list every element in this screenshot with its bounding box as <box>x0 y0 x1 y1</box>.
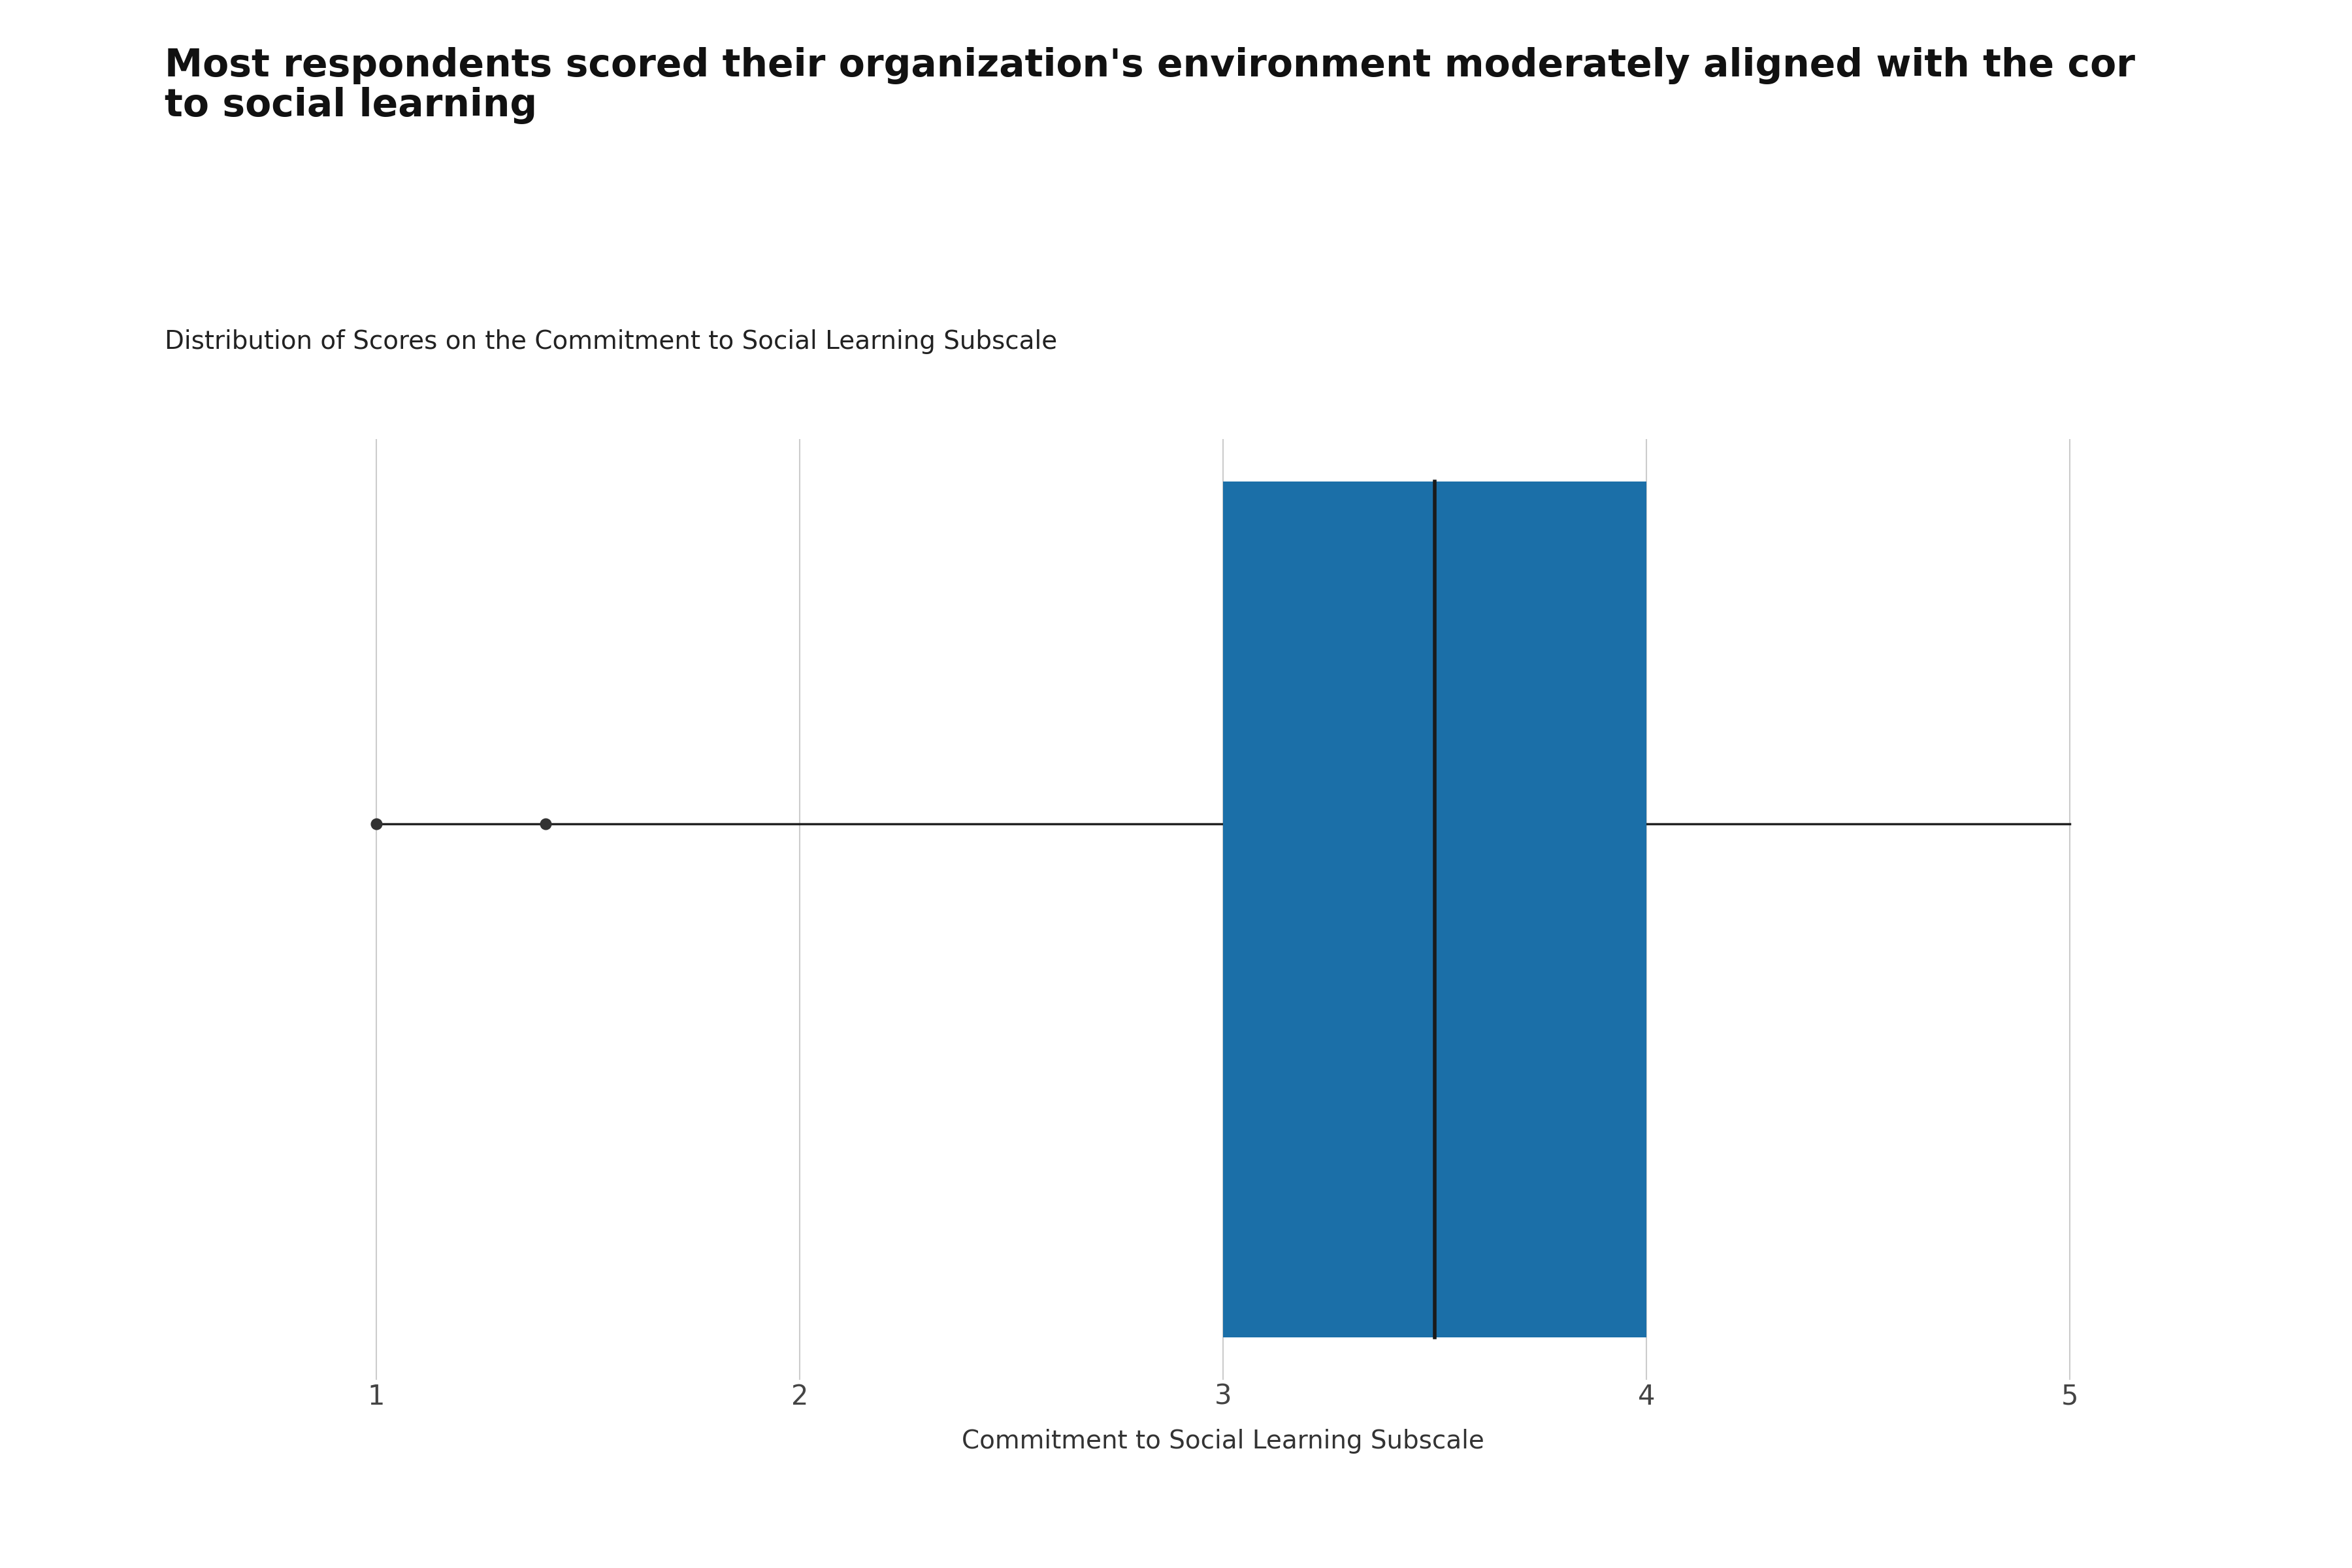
Text: Distribution of Scores on the Commitment to Social Learning Subscale: Distribution of Scores on the Commitment… <box>165 329 1058 354</box>
X-axis label: Commitment to Social Learning Subscale: Commitment to Social Learning Subscale <box>962 1428 1484 1454</box>
Bar <box>1223 481 1646 1338</box>
Text: Most respondents scored their organization's environment moderately aligned with: Most respondents scored their organizati… <box>165 47 2136 124</box>
